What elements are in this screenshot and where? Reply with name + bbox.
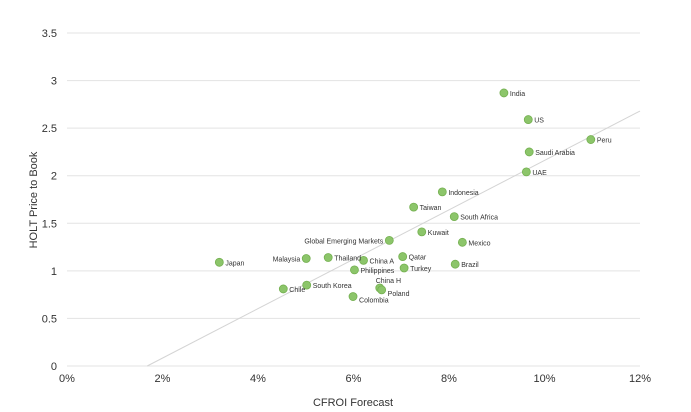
point-taiwan	[409, 202, 419, 212]
point-saudi-arabia	[524, 147, 534, 157]
point-india	[499, 88, 509, 98]
point-peru	[586, 135, 596, 144]
point-label-indonesia: Indonesia	[448, 190, 478, 197]
point-kuwait	[417, 227, 427, 237]
y-tick-label: 0	[51, 361, 57, 373]
y-tick-label: 3	[51, 76, 57, 88]
point-label-turkey: Turkey	[410, 266, 432, 273]
point-label-philippines: Philippines	[360, 268, 394, 275]
point-label-japan: Japan	[225, 260, 244, 267]
y-axis-title: HOLT Price to Book	[28, 151, 40, 248]
point-chile	[278, 284, 288, 294]
point-turkey	[399, 263, 409, 273]
point-label-china-h: China H	[376, 278, 401, 285]
x-axis-title: CFROI Forecast	[313, 397, 393, 409]
point-uae	[521, 167, 531, 177]
point-philippines	[350, 265, 359, 275]
x-tick-label: 4%	[250, 373, 266, 385]
x-tick-label: 2%	[155, 373, 171, 385]
point-mexico	[457, 237, 467, 247]
point-label-us: US	[534, 118, 544, 125]
point-label-chile: Chile	[289, 287, 305, 294]
y-tick-label: 1.5	[42, 218, 57, 230]
x-tick-label: 8%	[441, 373, 457, 385]
point-label-saudi-arabia: Saudi Arabia	[535, 150, 575, 157]
point-label-thailand: Thailand	[334, 256, 361, 263]
y-tick-label: 0.5	[42, 313, 57, 325]
x-tick-label: 6%	[346, 373, 362, 385]
point-label-peru: Peru	[597, 138, 612, 145]
point-poland	[377, 285, 387, 295]
point-label-china-a: China A	[370, 258, 395, 265]
point-label-poland: Poland	[388, 291, 410, 298]
point-label-south-africa: South Africa	[460, 215, 498, 222]
x-axis-ticks: 0% 2% 4% 6% 8% 10% 12%	[59, 373, 651, 385]
y-tick-label: 1	[51, 266, 57, 278]
point-south-korea	[302, 280, 312, 290]
point-label-kuwait: Kuwait	[428, 230, 449, 237]
point-indonesia	[437, 187, 447, 197]
point-colombia	[348, 292, 358, 301]
point-qatar	[398, 252, 408, 261]
trendline-group	[146, 110, 641, 367]
point-labels: India US Peru Saudi Arabia UAE Indonesia Taiwa…	[225, 91, 611, 305]
y-axis-ticks: 0 0.5 1 1.5 2 2.5 3 3.5	[42, 28, 57, 373]
y-tick-label: 3.5	[42, 28, 57, 40]
point-malaysia	[301, 254, 311, 263]
point-us	[523, 115, 533, 124]
point-label-mexico: Mexico	[468, 240, 490, 247]
point-label-global-emerging-markets: Global Emerging Markets	[304, 238, 383, 245]
x-tick-label: 0%	[59, 373, 75, 385]
x-tick-label: 12%	[629, 373, 651, 385]
point-label-south-korea: South Korea	[313, 283, 352, 290]
point-global-emerging-markets	[384, 236, 394, 245]
x-tick-label: 10%	[533, 373, 555, 385]
point-south-africa	[449, 212, 459, 222]
point-label-qatar: Qatar	[409, 255, 427, 262]
data-points	[214, 88, 596, 301]
point-label-colombia: Colombia	[359, 298, 389, 305]
point-china-a	[359, 255, 368, 265]
gridlines	[67, 32, 640, 367]
y-tick-label: 2.5	[42, 123, 57, 135]
point-label-uae: UAE	[532, 170, 547, 177]
point-label-malaysia: Malaysia	[273, 256, 301, 263]
point-label-taiwan: Taiwan	[420, 205, 442, 212]
point-label-brazil: Brazil	[461, 262, 479, 269]
trendline	[146, 110, 641, 367]
point-thailand	[323, 253, 333, 262]
point-label-india: India	[510, 91, 525, 98]
point-japan	[214, 257, 224, 267]
point-brazil	[450, 259, 460, 269]
y-tick-label: 2	[51, 171, 57, 183]
